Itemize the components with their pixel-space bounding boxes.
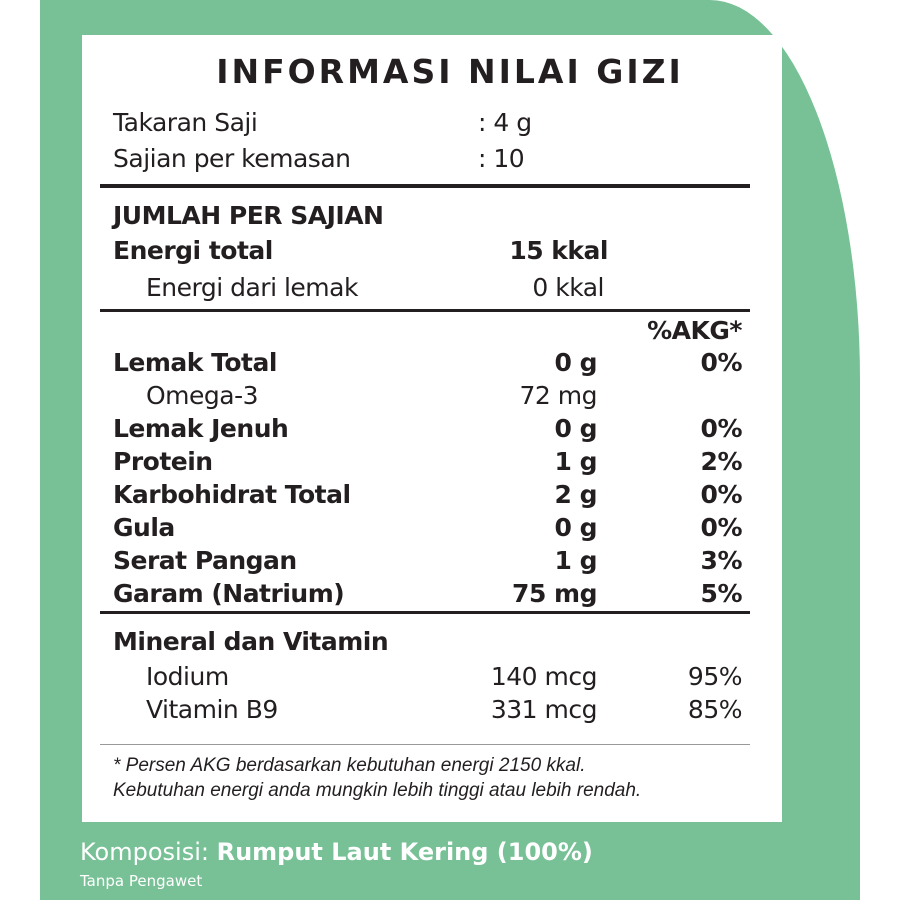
nutrient-value: 75 mg xyxy=(512,579,597,608)
mineral-label: Iodium xyxy=(146,662,229,691)
akg-header: %AKG* xyxy=(647,316,742,345)
serving-size-value: : 4 g xyxy=(478,108,532,137)
composition-note: Tanpa Pengawet xyxy=(80,872,203,890)
minerals-header: Mineral dan Vitamin xyxy=(113,627,389,656)
mineral-label: Vitamin B9 xyxy=(146,695,278,724)
divider xyxy=(100,744,750,745)
nutrient-value: 0 g xyxy=(554,348,598,377)
energy-total-value: 15 kkal xyxy=(509,236,608,265)
nutrient-label: Omega-3 xyxy=(146,381,259,410)
nutrient-akg: 2% xyxy=(700,447,743,476)
label-title: INFORMASI NILAI GIZI xyxy=(216,52,684,91)
servings-per-pack-value: : 10 xyxy=(478,144,525,173)
energy-fat-label: Energi dari lemak xyxy=(146,273,358,302)
nutrient-value: 1 g xyxy=(554,546,598,575)
divider xyxy=(100,611,750,614)
nutrient-akg: 0% xyxy=(700,480,743,509)
nutrient-value: 72 mg xyxy=(519,381,598,410)
composition-value: Rumput Laut Kering (100%) xyxy=(216,838,593,866)
nutrient-label: Lemak Jenuh xyxy=(113,414,289,443)
nutrient-value: 1 g xyxy=(554,447,598,476)
composition-label: Komposisi: xyxy=(80,838,217,866)
nutrient-value: 0 g xyxy=(554,414,598,443)
servings-per-pack-label: Sajian per kemasan xyxy=(113,144,351,173)
divider xyxy=(100,309,750,312)
composition: Komposisi: Rumput Laut Kering (100%) xyxy=(80,840,593,864)
nutrient-value: 2 g xyxy=(554,480,598,509)
footnote-line: Kebutuhan energi anda mungkin lebih ting… xyxy=(113,780,642,801)
nutrient-akg: 0% xyxy=(700,348,743,377)
nutrient-label: Gula xyxy=(113,513,175,542)
energy-fat-value: 0 kkal xyxy=(532,273,604,302)
amount-header: JUMLAH PER SAJIAN xyxy=(113,201,384,230)
nutrient-label: Garam (Natrium) xyxy=(113,579,345,608)
energy-total-label: Energi total xyxy=(113,236,273,265)
nutrient-label: Lemak Total xyxy=(113,348,277,377)
nutrient-akg: 0% xyxy=(700,414,743,443)
nutrition-panel xyxy=(82,35,782,822)
nutrient-label: Protein xyxy=(113,447,213,476)
mineral-value: 331 mcg xyxy=(490,695,598,724)
mineral-value: 140 mcg xyxy=(490,662,598,691)
mineral-akg: 95% xyxy=(687,662,743,691)
nutrient-label: Karbohidrat Total xyxy=(113,480,351,509)
mineral-akg: 85% xyxy=(687,695,743,724)
nutrient-akg: 3% xyxy=(700,546,743,575)
nutrient-label: Serat Pangan xyxy=(113,546,297,575)
nutrient-akg: 5% xyxy=(700,579,743,608)
nutrient-akg: 0% xyxy=(700,513,743,542)
divider xyxy=(100,184,750,188)
footnote-line: * Persen AKG berdasarkan kebutuhan energ… xyxy=(113,755,586,776)
serving-size-label: Takaran Saji xyxy=(113,108,258,137)
nutrient-value: 0 g xyxy=(554,513,598,542)
